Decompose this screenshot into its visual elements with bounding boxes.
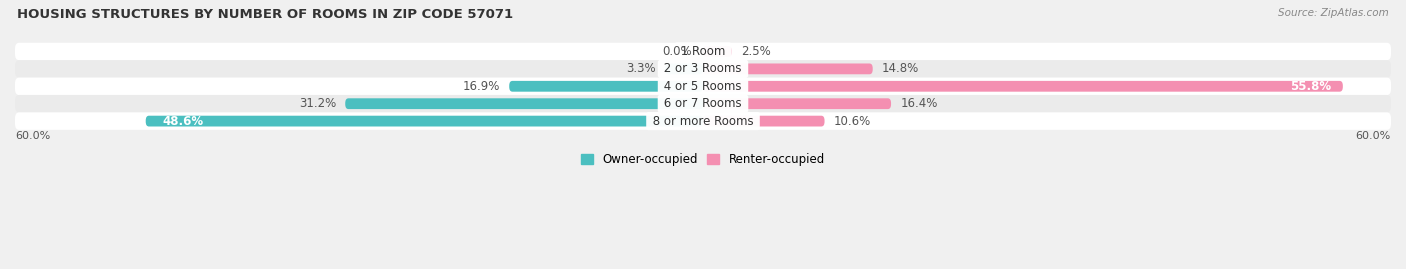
FancyBboxPatch shape [703, 98, 891, 109]
Text: HOUSING STRUCTURES BY NUMBER OF ROOMS IN ZIP CODE 57071: HOUSING STRUCTURES BY NUMBER OF ROOMS IN… [17, 8, 513, 21]
FancyBboxPatch shape [509, 81, 703, 92]
FancyBboxPatch shape [703, 63, 873, 74]
Text: 0.0%: 0.0% [662, 45, 692, 58]
FancyBboxPatch shape [15, 77, 1391, 95]
FancyBboxPatch shape [15, 60, 1391, 77]
Text: 16.4%: 16.4% [900, 97, 938, 110]
Text: Source: ZipAtlas.com: Source: ZipAtlas.com [1278, 8, 1389, 18]
Text: 4 or 5 Rooms: 4 or 5 Rooms [661, 80, 745, 93]
FancyBboxPatch shape [15, 43, 1391, 60]
FancyBboxPatch shape [346, 98, 703, 109]
Text: 2 or 3 Rooms: 2 or 3 Rooms [661, 62, 745, 75]
Text: 10.6%: 10.6% [834, 115, 870, 128]
Text: 31.2%: 31.2% [299, 97, 336, 110]
Text: 1 Room: 1 Room [676, 45, 730, 58]
Text: 60.0%: 60.0% [1355, 131, 1391, 141]
Text: 48.6%: 48.6% [163, 115, 204, 128]
FancyBboxPatch shape [665, 63, 703, 74]
Text: 3.3%: 3.3% [626, 62, 657, 75]
Text: 60.0%: 60.0% [15, 131, 51, 141]
Text: 16.9%: 16.9% [463, 80, 501, 93]
Text: 55.8%: 55.8% [1291, 80, 1331, 93]
FancyBboxPatch shape [146, 116, 703, 126]
FancyBboxPatch shape [15, 112, 1391, 130]
FancyBboxPatch shape [15, 95, 1391, 112]
Text: 14.8%: 14.8% [882, 62, 920, 75]
FancyBboxPatch shape [703, 116, 824, 126]
Text: 2.5%: 2.5% [741, 45, 770, 58]
FancyBboxPatch shape [703, 81, 1343, 92]
FancyBboxPatch shape [703, 46, 731, 57]
Text: 8 or more Rooms: 8 or more Rooms [648, 115, 758, 128]
Text: 6 or 7 Rooms: 6 or 7 Rooms [661, 97, 745, 110]
Legend: Owner-occupied, Renter-occupied: Owner-occupied, Renter-occupied [576, 148, 830, 171]
